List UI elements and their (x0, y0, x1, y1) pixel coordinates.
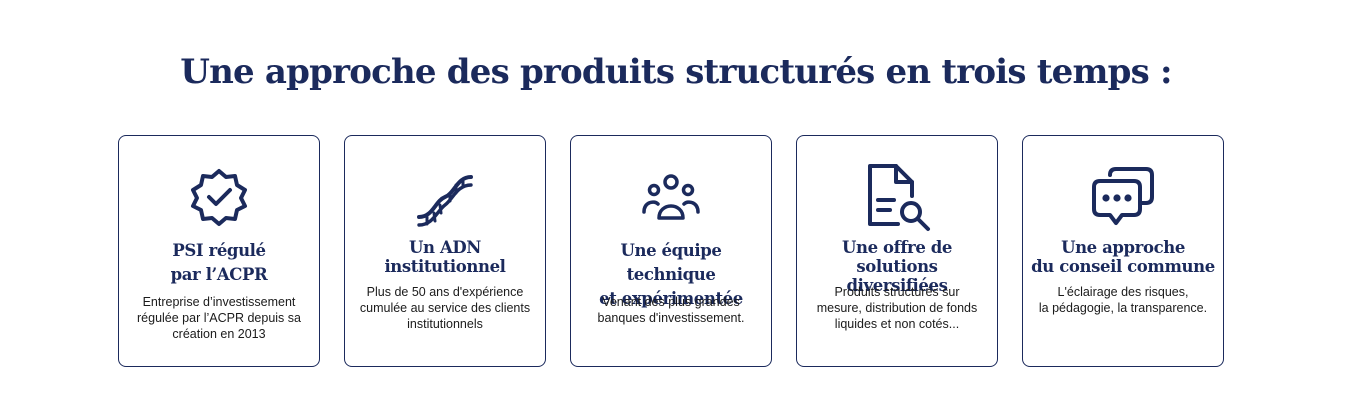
card-description: L'éclairage des risques, la pédagogie, l… (1038, 285, 1208, 315)
card-description: Plus de 50 ans d'expérience cumulée au s… (359, 285, 531, 331)
feature-card-adn: Un ADN institutionnel Plus de 50 ans d'e… (344, 135, 546, 367)
card-title: Une approche du conseil commune (1031, 238, 1215, 276)
feature-card-psi: PSI régulé par l’ACPR Entreprise d’inves… (118, 135, 320, 367)
card-description: Venant des plus grandes banques d'invest… (597, 295, 745, 325)
chat-bubbles-icon (1088, 164, 1158, 230)
feature-card-approche: Une approche du conseil commune L'éclair… (1022, 135, 1224, 367)
card-description: Produits structurés sur mesure, distribu… (816, 285, 978, 331)
card-title: Un ADN institutionnel (384, 238, 506, 276)
card-description: Entreprise d’investissement régulée par … (137, 295, 301, 341)
dna-icon (410, 164, 480, 230)
feature-cards: PSI régulé par l’ACPR Entreprise d’inves… (118, 135, 1224, 367)
feature-card-equipe: Une équipe technique et expérimentée Ven… (570, 135, 772, 367)
team-icon (636, 164, 706, 230)
document-search-icon (862, 164, 932, 231)
feature-card-offre: Une offre de solutions diversifiées Prod… (796, 135, 998, 367)
card-title: Une offre de solutions diversifiées (842, 238, 952, 295)
card-title: PSI régulé par l’ACPR (170, 241, 268, 284)
certified-badge-icon (184, 164, 254, 230)
card-title: Une équipe technique et expérimentée (599, 241, 743, 308)
page-title: Une approche des produits structurés en … (180, 52, 1172, 92)
